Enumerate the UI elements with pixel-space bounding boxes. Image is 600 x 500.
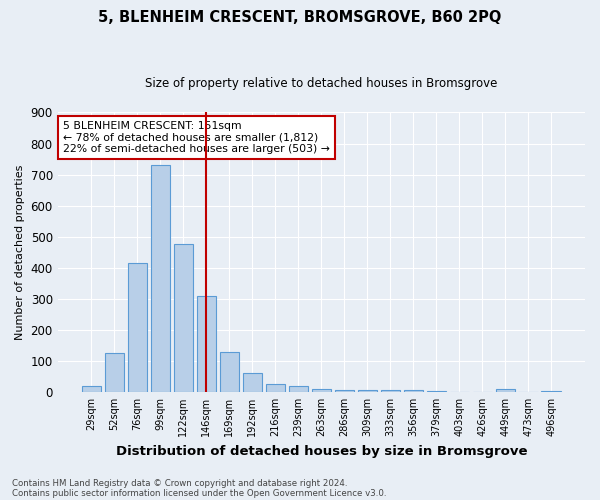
Bar [151,166,170,392]
Bar [266,384,285,392]
Bar [220,352,239,392]
Text: Contains public sector information licensed under the Open Government Licence v3: Contains public sector information licen… [12,488,386,498]
Bar [128,263,147,392]
Bar [289,386,308,392]
Bar [311,390,331,392]
Title: Size of property relative to detached houses in Bromsgrove: Size of property relative to detached ho… [145,78,497,90]
Text: 5, BLENHEIM CRESCENT, BROMSGROVE, B60 2PQ: 5, BLENHEIM CRESCENT, BROMSGROVE, B60 2P… [98,10,502,25]
Text: Contains HM Land Registry data © Crown copyright and database right 2024.: Contains HM Land Registry data © Crown c… [12,478,347,488]
Bar [104,353,124,392]
Bar [242,372,262,392]
Bar [197,296,216,392]
Bar [496,390,515,392]
Bar [358,390,377,392]
Text: 5 BLENHEIM CRESCENT: 151sqm
← 78% of detached houses are smaller (1,812)
22% of : 5 BLENHEIM CRESCENT: 151sqm ← 78% of det… [63,121,330,154]
Bar [173,244,193,392]
X-axis label: Distribution of detached houses by size in Bromsgrove: Distribution of detached houses by size … [116,444,527,458]
Bar [380,390,400,392]
Bar [404,390,423,392]
Bar [82,386,101,392]
Y-axis label: Number of detached properties: Number of detached properties [15,164,25,340]
Bar [335,390,354,392]
